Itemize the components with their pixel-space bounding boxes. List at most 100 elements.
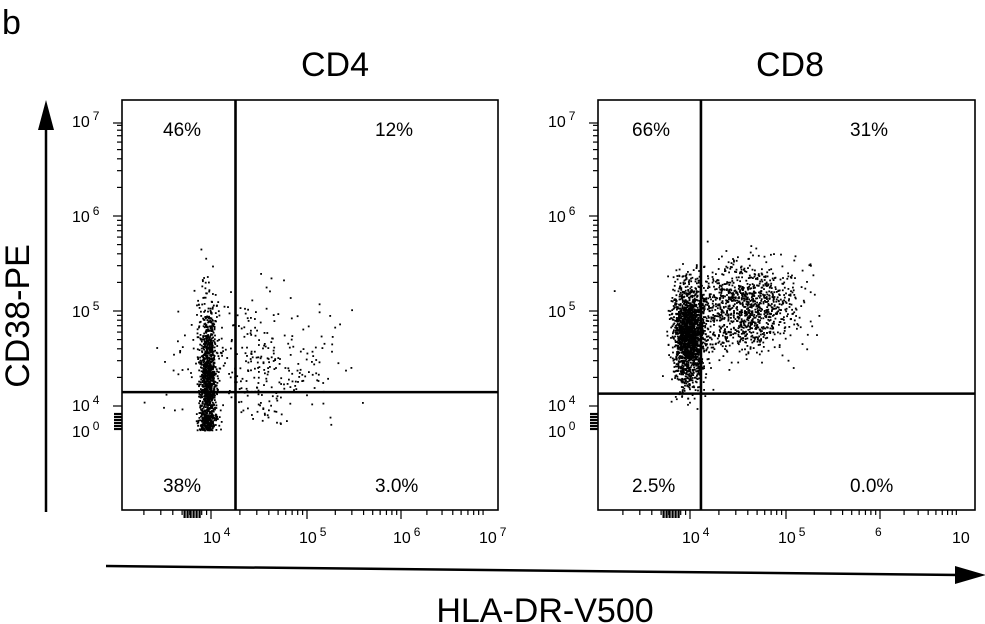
- data-point: [196, 336, 199, 339]
- data-point: [744, 341, 747, 344]
- data-point: [697, 348, 700, 351]
- data-point: [671, 335, 674, 338]
- data-point: [707, 277, 710, 280]
- data-point: [788, 294, 790, 296]
- data-point: [687, 349, 689, 352]
- data-point: [260, 402, 262, 404]
- data-point: [725, 349, 728, 352]
- data-point: [697, 281, 700, 284]
- data-point: [206, 347, 209, 350]
- x-tick-label: 10 6: [393, 525, 421, 547]
- data-point: [752, 297, 754, 300]
- data-point: [697, 349, 699, 352]
- data-point: [280, 423, 282, 425]
- data-point: [747, 352, 750, 355]
- data-point: [775, 307, 778, 310]
- data-point: [323, 342, 326, 345]
- data-point: [201, 400, 204, 403]
- data-point: [696, 299, 699, 302]
- data-point: [199, 396, 202, 398]
- data-point: [693, 333, 695, 335]
- data-point: [737, 333, 740, 336]
- data-point: [764, 275, 767, 278]
- data-point: [705, 344, 707, 347]
- data-point: [290, 338, 293, 341]
- data-point: [675, 318, 678, 321]
- data-point: [768, 290, 771, 293]
- data-point: [716, 297, 719, 300]
- data-point: [702, 306, 704, 309]
- data-point: [692, 353, 695, 355]
- data-point: [206, 389, 208, 391]
- data-point: [704, 324, 707, 327]
- data-point: [207, 307, 210, 310]
- data-point: [693, 310, 696, 313]
- data-point: [753, 321, 756, 324]
- data-point: [205, 316, 207, 319]
- data-point: [707, 315, 710, 318]
- data-point: [689, 355, 691, 357]
- data-point: [673, 345, 676, 348]
- data-point: [693, 386, 696, 389]
- data-point: [203, 414, 206, 417]
- data-point: [762, 326, 765, 328]
- data-point: [759, 333, 762, 336]
- data-point: [748, 292, 751, 295]
- data-point: [733, 293, 735, 296]
- data-point: [740, 271, 743, 273]
- data-point: [672, 288, 674, 291]
- data-point: [751, 319, 754, 322]
- data-point: [263, 332, 266, 334]
- data-point: [740, 292, 742, 294]
- data-point: [287, 367, 290, 370]
- data-point: [693, 330, 696, 332]
- data-point: [747, 322, 750, 324]
- data-point: [680, 310, 683, 313]
- data-point: [690, 277, 692, 280]
- data-point: [736, 309, 739, 311]
- data-point: [698, 270, 700, 272]
- data-point: [208, 290, 211, 293]
- data-point: [688, 370, 690, 372]
- data-point: [696, 282, 698, 285]
- data-point: [206, 387, 208, 390]
- data-point: [675, 269, 678, 272]
- data-point: [202, 429, 205, 431]
- data-point: [691, 346, 694, 348]
- data-point: [693, 334, 696, 337]
- data-point: [202, 357, 205, 359]
- data-point: [204, 398, 207, 401]
- data-point: [288, 378, 290, 381]
- data-point: [202, 422, 205, 425]
- data-point: [289, 402, 292, 405]
- data-point: [693, 342, 696, 345]
- data-point: [683, 354, 686, 356]
- data-point: [203, 429, 206, 432]
- data-point: [693, 353, 696, 355]
- data-point: [695, 353, 698, 356]
- data-point: [686, 336, 689, 339]
- data-point: [696, 362, 699, 364]
- data-point: [208, 347, 211, 349]
- data-point: [750, 331, 753, 334]
- x-tick-label: 10 5: [299, 525, 327, 547]
- data-point: [778, 346, 781, 348]
- data-point: [678, 332, 681, 334]
- data-point: [762, 284, 765, 287]
- data-point: [735, 307, 738, 310]
- data-point: [677, 341, 679, 344]
- data-point: [746, 296, 749, 299]
- data-point: [705, 298, 708, 301]
- data-point: [207, 334, 209, 336]
- data-point: [756, 338, 759, 341]
- data-point: [207, 372, 210, 375]
- data-point: [205, 337, 207, 340]
- data-point: [732, 320, 735, 323]
- data-point: [207, 363, 209, 365]
- data-point: [697, 280, 700, 282]
- data-point: [743, 332, 746, 335]
- data-point: [697, 372, 700, 375]
- data-point: [681, 312, 684, 315]
- data-point: [718, 314, 721, 316]
- data-point: [787, 359, 790, 362]
